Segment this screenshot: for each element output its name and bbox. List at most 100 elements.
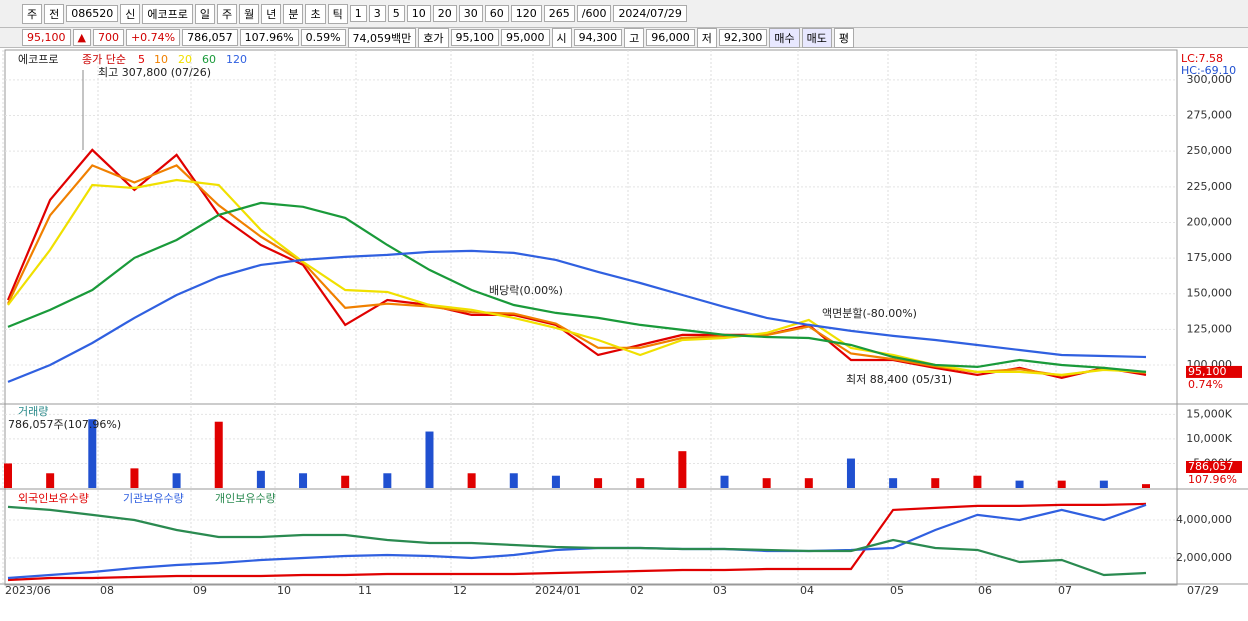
toolbar-item[interactable]: +0.74% xyxy=(125,29,181,46)
toolbar-item[interactable]: 신 xyxy=(120,3,141,24)
toolbar-item[interactable]: 2024/07/29 xyxy=(613,5,687,22)
series-line xyxy=(7,249,1147,383)
toolbar-item[interactable]: 3 xyxy=(368,5,386,22)
toolbar-item[interactable]: 틱 xyxy=(327,3,348,24)
volume-bar xyxy=(214,421,223,488)
toolbar-item[interactable]: 95,100 xyxy=(450,29,500,46)
legend-entry: 120 xyxy=(226,53,247,66)
current-change: 0.74% xyxy=(1188,378,1223,391)
toolbar-item[interactable]: 265 xyxy=(543,5,575,22)
y-tick-label: 150,000 xyxy=(1187,287,1233,300)
toolbar-item[interactable]: 94,300 xyxy=(573,29,623,46)
time-label: 08 xyxy=(100,584,114,597)
toolbar-item[interactable]: 5 xyxy=(387,5,405,22)
y-tick-label: 300,000 xyxy=(1187,73,1233,86)
time-label: 06 xyxy=(978,584,992,597)
toolbar-item[interactable]: 고 xyxy=(624,27,645,48)
legend-entry: 기관보유수량 xyxy=(123,492,184,505)
series-line xyxy=(7,201,1147,373)
volume-bar xyxy=(88,419,97,488)
volume-bar xyxy=(1057,480,1066,488)
chart: 2023/06 08 09 10 11 12 2024/01 02 03 04 05 06 07 07/2… xyxy=(0,49,1248,597)
volume-bar xyxy=(130,468,139,488)
volume-bar xyxy=(425,431,434,488)
time-label: 04 xyxy=(800,584,814,597)
volume-bar xyxy=(804,478,813,488)
toolbar-item[interactable]: 700 xyxy=(92,29,124,46)
volume-bar xyxy=(299,473,308,488)
volume-bar xyxy=(46,473,55,488)
toolbar-item[interactable]: 107.96% xyxy=(239,29,299,46)
volume-bar xyxy=(594,478,603,488)
series-line xyxy=(7,178,1147,377)
chart-title: 에코프로 xyxy=(18,53,58,66)
lc-label: LC:7.58 xyxy=(1181,52,1223,65)
toolbar-item[interactable]: 평 xyxy=(833,27,855,48)
series-line xyxy=(7,502,1147,582)
annotation: 배당락(0.00%) xyxy=(489,284,563,297)
y-tick-label: 4,000,000 xyxy=(1176,513,1232,526)
plot-frame xyxy=(4,49,1178,586)
toolbar-item[interactable]: 분 xyxy=(283,3,304,24)
volume-bar xyxy=(172,473,181,488)
legend-entry: 개인보유수량 xyxy=(215,492,276,505)
y-tick-label: 250,000 xyxy=(1187,144,1233,157)
toolbar-item[interactable]: /600 xyxy=(576,5,612,22)
toolbar-item[interactable]: 시 xyxy=(551,27,572,48)
toolbar-item[interactable]: 초 xyxy=(305,3,326,24)
toolbar-item[interactable]: 호가 xyxy=(418,27,449,48)
toolbar-item[interactable]: 매수 xyxy=(769,27,800,48)
volume-bar xyxy=(4,463,12,488)
toolbar-item[interactable]: 10 xyxy=(406,5,431,22)
legend-entry: 10 xyxy=(154,53,168,66)
toolbar-item[interactable]: 74,059백만 xyxy=(347,27,417,48)
current-price-label: 95,100 xyxy=(1188,365,1227,378)
toolbar-item[interactable]: 전 xyxy=(44,3,65,24)
toolbar-item[interactable]: 92,300 xyxy=(718,29,768,46)
volume-bar xyxy=(383,473,392,488)
toolbar-item[interactable]: 1 xyxy=(349,5,367,22)
toolbar-item[interactable]: 95,000 xyxy=(501,29,550,46)
toolbar-item[interactable]: ▲ xyxy=(72,29,91,46)
volume-bar xyxy=(341,475,350,488)
toolbar-item[interactable]: 에코프로 xyxy=(142,3,193,24)
toolbar-item[interactable]: 년 xyxy=(261,3,282,24)
annotation: 최저 88,400 (05/31) xyxy=(846,373,952,386)
hc-label: HC:-69.10 xyxy=(1181,64,1236,77)
time-label: 03 xyxy=(713,584,727,597)
time-label: 05 xyxy=(890,584,904,597)
current-price-box xyxy=(1186,365,1242,378)
toolbar-item[interactable]: 매도 xyxy=(801,27,832,48)
y-tick-label: 175,000 xyxy=(1187,251,1233,264)
toolbar-item[interactable]: 0.59% xyxy=(300,29,346,46)
time-label: 10 xyxy=(277,584,291,597)
toolbar-item[interactable]: 120 xyxy=(510,5,542,22)
toolbar-item[interactable]: 월 xyxy=(239,3,260,24)
y-tick-label: 2,000,000 xyxy=(1176,551,1232,564)
toolbar-item[interactable]: 95,100 xyxy=(22,29,71,46)
toolbar-item[interactable]: 086520 xyxy=(66,5,119,22)
volume-bar xyxy=(931,478,940,488)
volume-bar xyxy=(509,473,518,488)
series-line xyxy=(7,503,1147,580)
volume-bar xyxy=(1099,480,1108,488)
legend-entry: 20 xyxy=(178,53,192,66)
volume-current-box xyxy=(1186,461,1242,473)
toolbar-item[interactable]: 96,000 xyxy=(646,29,695,46)
toolbar-item[interactable]: 20 xyxy=(432,5,457,22)
toolbar-item[interactable]: 30 xyxy=(458,5,483,22)
series-line xyxy=(7,505,1147,577)
annotation: 최고 307,800 (07/26) xyxy=(98,66,211,79)
y-tick-label: 125,000 xyxy=(1187,322,1233,335)
toolbar-item[interactable]: 일 xyxy=(194,3,215,24)
volume-bar xyxy=(551,475,560,488)
volume-bar xyxy=(889,478,898,488)
volume-subtitle: 786,057주(107.96%) xyxy=(8,418,121,431)
time-label: 2024/01 xyxy=(535,584,581,597)
toolbar-item[interactable]: 저 xyxy=(696,27,717,48)
toolbar-item[interactable]: 60 xyxy=(484,5,509,22)
toolbar-item[interactable]: 786,057 xyxy=(182,29,238,46)
toolbar-item[interactable]: 주 xyxy=(216,3,238,24)
toolbar-item[interactable]: 주 xyxy=(22,3,43,24)
